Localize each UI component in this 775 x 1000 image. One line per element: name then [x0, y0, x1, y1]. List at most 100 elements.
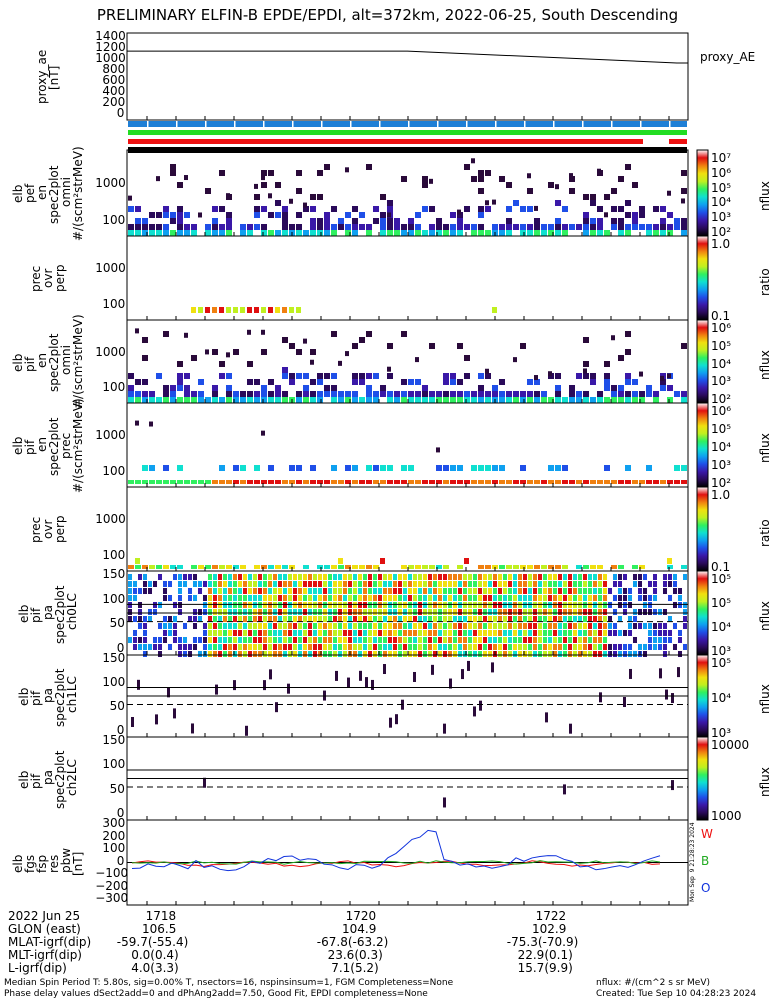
pa-cell	[558, 581, 562, 587]
pa-cell	[308, 574, 312, 580]
spectrogram-cell	[240, 391, 246, 397]
pa-cell	[588, 574, 592, 580]
pa-cell	[303, 581, 307, 587]
spectrogram-cell	[380, 230, 386, 236]
pa-cell	[423, 644, 427, 650]
pa-cell	[403, 574, 407, 580]
spectrogram-cell	[296, 349, 302, 355]
spectrogram-cell	[618, 391, 624, 397]
pa-cell	[678, 588, 682, 594]
spectrogram-cell	[163, 465, 169, 471]
pa-cell	[268, 644, 272, 650]
colorbar-tick-label: 10⁷	[711, 151, 732, 165]
pa-cell	[138, 623, 142, 629]
pa-cell	[628, 644, 632, 650]
pa-cell	[213, 574, 217, 580]
pa-cell	[583, 609, 587, 615]
pa-cell	[563, 784, 566, 795]
pa-cell	[358, 602, 362, 608]
spectrogram-cell	[324, 480, 330, 484]
pa-cell	[208, 609, 212, 615]
spectrogram-cell	[534, 375, 538, 381]
spectrogram-cell	[275, 480, 281, 484]
pa-cell	[653, 637, 657, 643]
y-tick-label: 400	[102, 84, 126, 98]
ratio-cell	[597, 565, 603, 569]
spectrogram-cell	[632, 212, 638, 218]
spectrogram-cell	[247, 230, 253, 236]
pa-cell	[503, 623, 507, 629]
status-bar-gap	[524, 121, 526, 127]
spectrogram-cell	[548, 230, 554, 236]
spectrogram-cell	[261, 385, 267, 391]
pa-cell	[468, 581, 472, 587]
spectrogram-cell	[646, 224, 652, 230]
pa-cell	[523, 588, 527, 594]
pa-cell	[158, 574, 162, 580]
spectrogram-cell	[667, 397, 673, 403]
pa-cell	[443, 574, 447, 580]
pa-cell	[508, 651, 512, 657]
fgs-series-O	[131, 829, 661, 872]
spectrogram-cell	[191, 391, 197, 397]
pa-cell	[358, 595, 362, 601]
pa-cell	[158, 651, 162, 657]
pa-cell	[188, 616, 192, 622]
pa-cell	[193, 581, 197, 587]
spectrogram-cell	[226, 352, 230, 358]
pa-cell	[428, 574, 432, 580]
pa-cell	[133, 581, 137, 587]
pa-cell	[373, 588, 377, 594]
pa-cell	[443, 609, 447, 615]
pa-cell	[153, 644, 157, 650]
spectrogram-cell	[205, 230, 211, 236]
spectrogram-cell	[422, 230, 428, 236]
pa-cell	[618, 588, 622, 594]
spectrogram-cell	[352, 397, 358, 403]
pa-cell	[338, 630, 342, 636]
pa-cell	[398, 623, 402, 629]
spectrogram-cell	[282, 224, 288, 230]
pa-cell	[263, 609, 267, 615]
spectrogram-cell	[163, 480, 169, 484]
pa-cell	[303, 630, 307, 636]
pa-cell	[218, 602, 222, 608]
pa-cell	[598, 616, 602, 622]
pa-cell	[583, 574, 587, 580]
spectrogram-cell	[331, 391, 337, 397]
spectrogram-cell	[520, 343, 526, 349]
pa-cell	[603, 651, 607, 657]
pa-cell	[318, 581, 322, 587]
spectrogram-cell	[604, 194, 610, 200]
spectrogram-cell	[387, 465, 393, 471]
ratio-cell	[373, 565, 379, 569]
pa-cell	[253, 637, 257, 643]
y-tick-label: 0	[116, 853, 125, 868]
spectrogram-cell	[506, 218, 512, 224]
pa-cell	[458, 574, 462, 580]
spectrogram-cell	[142, 480, 148, 484]
spectrogram-cell	[611, 206, 617, 212]
pa-cell	[623, 651, 627, 657]
pa-cell	[303, 588, 307, 594]
spectrogram-cell	[478, 188, 484, 194]
pa-cell	[273, 609, 277, 615]
pa-cell	[643, 644, 647, 650]
pa-cell	[208, 574, 212, 580]
pa-cell	[428, 581, 432, 587]
spectrogram-cell	[380, 385, 386, 391]
pa-cell	[463, 581, 467, 587]
spectrogram-cell	[261, 480, 267, 484]
spectrogram-cell	[583, 224, 589, 230]
ratio-cell	[254, 307, 259, 313]
pa-cell	[538, 602, 542, 608]
spectrogram-cell	[548, 224, 554, 230]
ratio-cell	[275, 565, 281, 569]
spectrogram-cell	[513, 397, 519, 403]
spectrogram-cell	[681, 170, 687, 176]
pa-cell	[558, 609, 562, 615]
spectrogram-cell	[352, 224, 358, 230]
pa-cell	[208, 616, 212, 622]
pa-cell	[493, 623, 497, 629]
pa-cell	[263, 644, 267, 650]
